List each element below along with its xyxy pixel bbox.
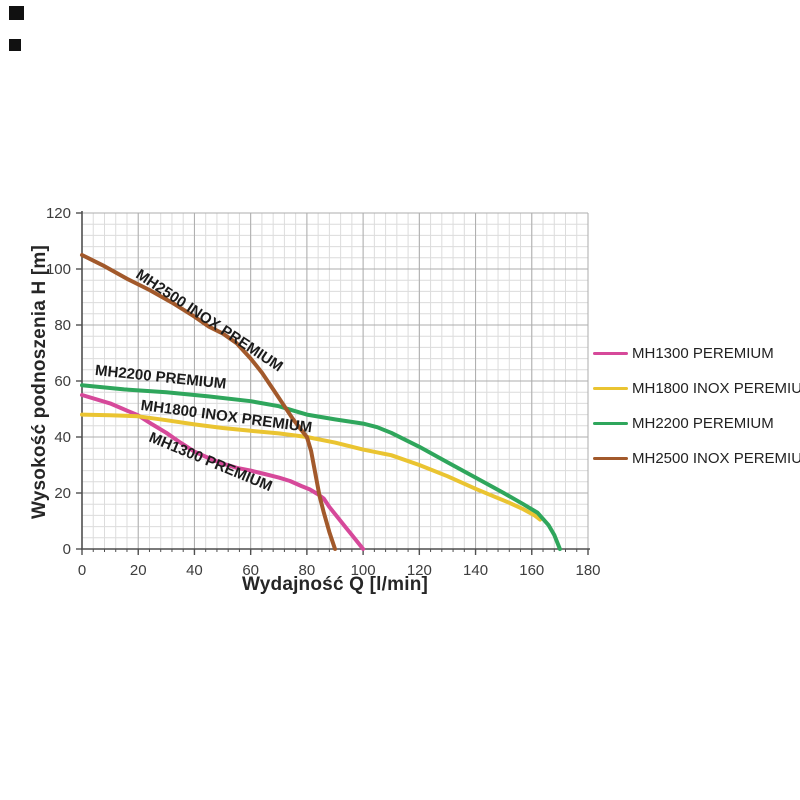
series-curve-1 xyxy=(80,412,543,522)
y-tick-label: 0 xyxy=(63,541,71,558)
legend-line-mh1800 xyxy=(593,387,628,390)
x-tick-label: 160 xyxy=(519,562,544,579)
y-axis-title: Wysokość podnoszenia H [m] xyxy=(29,244,50,520)
legend-label: MH2500 INOX PEREMIUM xyxy=(632,450,800,467)
y-tick-label: 20 xyxy=(54,485,71,502)
x-tick-label: 180 xyxy=(575,562,600,579)
series-curve-2 xyxy=(80,383,562,551)
corner-mark-large xyxy=(9,6,24,20)
x-tick-label: 60 xyxy=(242,562,259,579)
y-tick-label: 80 xyxy=(54,317,71,334)
legend-item-mh2500: MH2500 INOX PEREMIUM xyxy=(593,441,800,476)
y-tick-label: 100 xyxy=(46,261,71,278)
x-tick-label: 140 xyxy=(463,562,488,579)
legend-label: MH2200 PEREMIUM xyxy=(632,415,774,432)
x-tick-label: 0 xyxy=(78,562,86,579)
y-tick-label: 120 xyxy=(46,205,71,222)
x-tick-label: 120 xyxy=(407,562,432,579)
legend-line-mh1300 xyxy=(593,352,628,355)
x-tick-label: 100 xyxy=(351,562,376,579)
y-tick-label: 40 xyxy=(54,429,71,446)
series-curve-3 xyxy=(80,253,337,551)
legend-label: MH1300 PEREMIUM xyxy=(632,345,774,362)
y-tick-label: 60 xyxy=(54,373,71,390)
x-axis-title: Wydajność Q [l/min] xyxy=(241,574,429,595)
legend-label: MH1800 INOX PEREMIUM xyxy=(632,380,800,397)
legend-item-mh2200: MH2200 PEREMIUM xyxy=(593,406,798,441)
legend-line-mh2200 xyxy=(593,422,628,425)
legend-line-mh2500 xyxy=(593,457,628,460)
series-curve-0 xyxy=(80,393,366,551)
legend-item-mh1300: MH1300 PEREMIUM xyxy=(593,336,798,371)
x-tick-label: 40 xyxy=(186,562,203,579)
legend: MH1300 PEREMIUM MH1800 INOX PEREMIUM MH2… xyxy=(593,336,800,476)
x-tick-label: 80 xyxy=(299,562,316,579)
x-tick-label: 20 xyxy=(130,562,147,579)
corner-mark-small xyxy=(9,39,21,51)
legend-item-mh1800: MH1800 INOX PEREMIUM xyxy=(593,371,800,406)
